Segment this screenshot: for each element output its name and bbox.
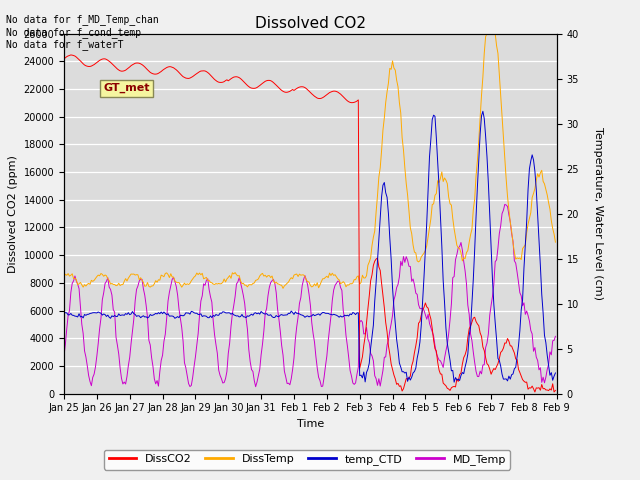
Y-axis label: Temperature, Water Level (cm): Temperature, Water Level (cm) (593, 127, 603, 300)
Y-axis label: Dissolved CO2 (ppm): Dissolved CO2 (ppm) (8, 155, 18, 273)
X-axis label: Time: Time (297, 419, 324, 429)
Legend: DissCO2, DissTemp, temp_CTD, MD_Temp: DissCO2, DissTemp, temp_CTD, MD_Temp (104, 450, 510, 469)
Text: GT_met: GT_met (104, 83, 150, 94)
Title: Dissolved CO2: Dissolved CO2 (255, 16, 366, 31)
Text: No data for f_MD_Temp_chan
No data for f_cond_temp
No data for f_waterT: No data for f_MD_Temp_chan No data for f… (6, 14, 159, 50)
